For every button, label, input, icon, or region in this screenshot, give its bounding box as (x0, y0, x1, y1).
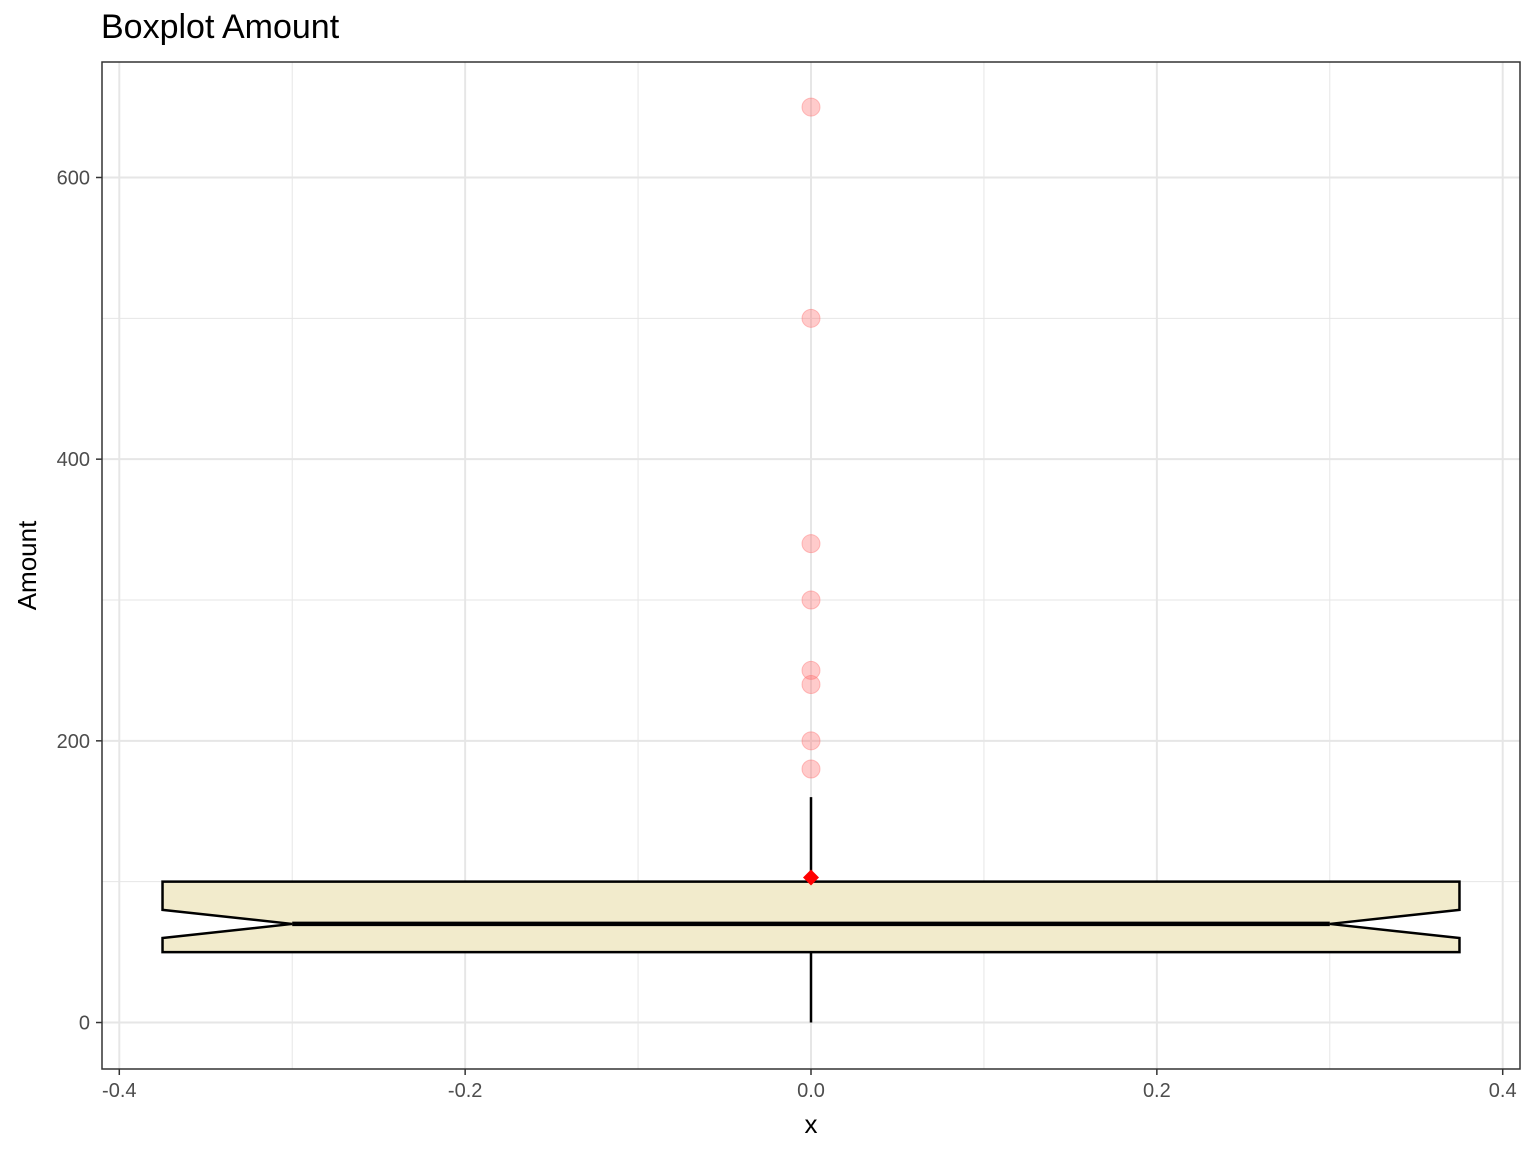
x-tick-label: 0.4 (1489, 1080, 1517, 1102)
y-tick-label: 600 (57, 167, 90, 189)
outlier-point (801, 660, 821, 680)
x-tick-label: -0.2 (448, 1080, 482, 1102)
outlier-point (801, 590, 821, 610)
y-tick-label: 400 (57, 449, 90, 471)
x-tick-label: -0.4 (102, 1080, 136, 1102)
outlier-point (801, 308, 821, 328)
mean-marker (803, 869, 819, 886)
x-tick-label: 0.0 (797, 1080, 825, 1102)
boxplot (161, 797, 1461, 1023)
outlier-point (801, 731, 821, 751)
x-tick-label: 0.2 (1143, 1080, 1171, 1102)
y-tick-label: 200 (57, 731, 90, 753)
panel-border (101, 61, 1521, 1070)
y-tick-label: 0 (79, 1013, 90, 1035)
outlier-point (801, 759, 821, 779)
outlier-points (801, 97, 821, 886)
axes: -0.4 -0.2 0.0 0.2 0.4 0 200 400 600 (57, 167, 1517, 1102)
x-axis-title: x (805, 1109, 818, 1139)
outlier-point (801, 97, 821, 117)
outlier-point (801, 534, 821, 554)
notched-box (161, 880, 1461, 954)
chart-title: Boxplot Amount (101, 8, 340, 46)
y-axis-title: Amount (12, 520, 42, 610)
outlier-point (801, 675, 821, 695)
